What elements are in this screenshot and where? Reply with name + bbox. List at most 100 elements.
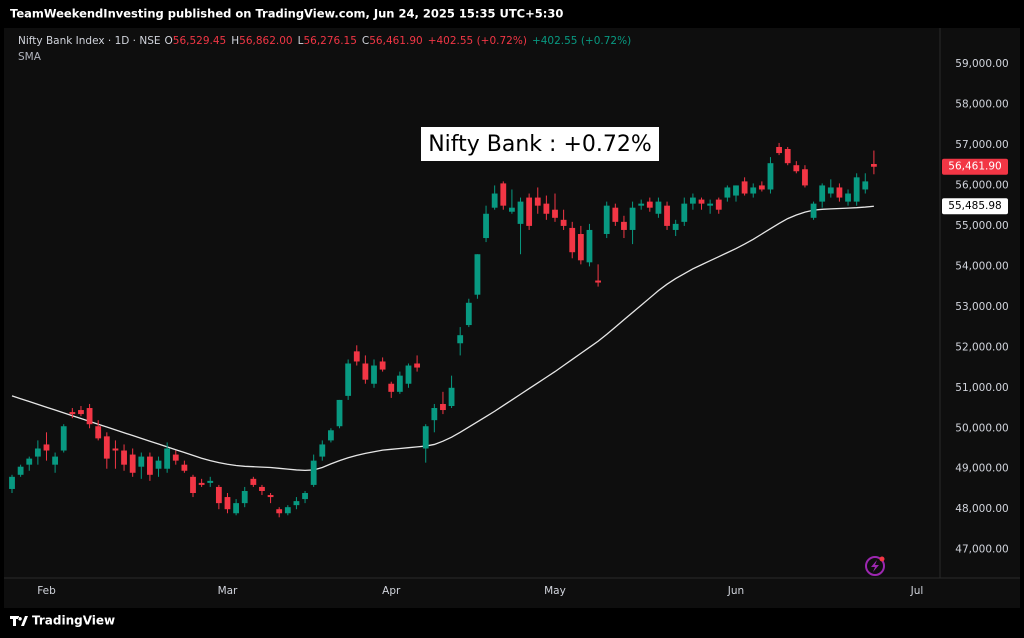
candle-body — [629, 207, 636, 230]
candle-body — [129, 454, 136, 473]
candle-body — [60, 426, 67, 451]
candle-body — [353, 351, 360, 362]
candle-body — [396, 375, 403, 392]
y-tick-label: 57,000.00 — [955, 139, 1008, 151]
candle-body — [621, 221, 627, 230]
brand-logo[interactable] — [10, 616, 28, 626]
candle-body — [474, 254, 481, 295]
candle-body — [517, 201, 524, 224]
candle-body — [707, 203, 714, 206]
candle-body — [112, 448, 119, 451]
candle-body — [681, 203, 688, 222]
candle-body — [646, 201, 653, 208]
candle-body — [664, 205, 670, 226]
brand-name[interactable]: TradingView — [32, 614, 115, 628]
candle-body — [78, 410, 84, 415]
candle-body — [603, 205, 610, 234]
ohlc-key: O — [165, 35, 173, 47]
candle-body — [500, 183, 507, 206]
candle-body — [302, 493, 308, 500]
publish-header: TeamWeekendInvesting published on Tradin… — [10, 7, 563, 21]
candle-body — [672, 223, 679, 230]
candle-body — [198, 482, 205, 485]
ohlc-value: 56,529.45 — [173, 35, 226, 47]
candle-body — [276, 509, 283, 514]
indicator-name: SMA — [18, 51, 42, 63]
y-tick-label: 49,000.00 — [955, 463, 1008, 475]
candle-body — [34, 448, 41, 457]
candle-body — [526, 197, 533, 226]
candle-body — [147, 456, 153, 475]
ohlc-key: C — [362, 35, 369, 47]
candle-body — [836, 187, 843, 198]
candle-body — [595, 280, 601, 283]
y-tick-label: 48,000.00 — [955, 503, 1008, 515]
candle-body — [172, 454, 179, 461]
candle-body — [422, 426, 429, 449]
candle-body — [17, 466, 24, 475]
candle-body — [569, 227, 576, 253]
candle-body — [69, 412, 76, 415]
candle-body — [121, 450, 127, 465]
sma-line — [11, 205, 874, 472]
candle-body — [215, 486, 222, 504]
candle-body — [371, 365, 377, 384]
candle-body — [181, 464, 188, 471]
alert-icon[interactable] — [865, 556, 885, 576]
symbol: Nifty Bank Index · 1D · NSE — [18, 35, 161, 47]
alert-bolt[interactable] — [871, 560, 879, 572]
candle-body — [405, 365, 412, 384]
alert-ring[interactable] — [865, 556, 885, 576]
candle-body — [767, 163, 774, 190]
candle-body — [388, 383, 395, 392]
candle-body — [465, 302, 472, 326]
candle-body — [776, 146, 782, 154]
sma-price-tag-bg — [942, 198, 1008, 215]
alert-dot[interactable] — [879, 556, 885, 562]
sma-price-tag: 55,485.98 — [948, 200, 1001, 212]
candle-body — [491, 193, 498, 208]
candle-body — [138, 456, 145, 467]
y-tick-label: 50,000.00 — [955, 422, 1008, 434]
x-tick-label: Feb — [37, 585, 56, 597]
candle-body — [336, 399, 343, 427]
y-tick-label: 59,000.00 — [955, 58, 1008, 70]
x-tick-label: Apr — [382, 585, 401, 597]
candle-body — [440, 403, 446, 411]
candle-body — [733, 185, 739, 196]
candle-body — [698, 199, 705, 204]
candle-body — [758, 185, 765, 190]
candle-body — [827, 187, 834, 194]
candle-body — [870, 164, 877, 167]
annotation-box — [421, 127, 659, 161]
candle-body — [233, 503, 239, 514]
candle-body — [431, 408, 438, 421]
y-tick-label: 47,000.00 — [955, 544, 1008, 556]
y-tick-label: 52,000.00 — [955, 341, 1008, 353]
candle-body — [414, 363, 420, 368]
candle-body — [638, 203, 645, 206]
candle-body — [552, 209, 558, 218]
logo-mark[interactable] — [10, 616, 28, 626]
x-tick-label: Mar — [218, 585, 238, 597]
candle-body — [224, 497, 231, 510]
ohlc-value: 56,862.00 — [239, 35, 292, 47]
candle-body — [483, 213, 489, 239]
candle-body — [802, 169, 808, 186]
y-tick-label: 55,000.00 — [955, 220, 1008, 232]
candle-body — [655, 201, 662, 214]
ohlc-legend: Nifty Bank Index · 1D · NSE O56,529.45 H56… — [18, 35, 631, 47]
candle-body — [95, 426, 102, 439]
candle-body — [509, 207, 515, 212]
candle-body — [52, 456, 59, 465]
change-label: +402.55 (+0.72%) — [532, 35, 631, 47]
candle-body — [560, 219, 567, 226]
y-tick-label: 53,000.00 — [955, 301, 1008, 313]
candle-body — [207, 480, 214, 483]
candle-body — [345, 363, 352, 396]
candle-body — [793, 165, 800, 172]
candle-body — [845, 193, 851, 202]
candle-body — [784, 149, 791, 164]
candle-body — [741, 181, 748, 194]
